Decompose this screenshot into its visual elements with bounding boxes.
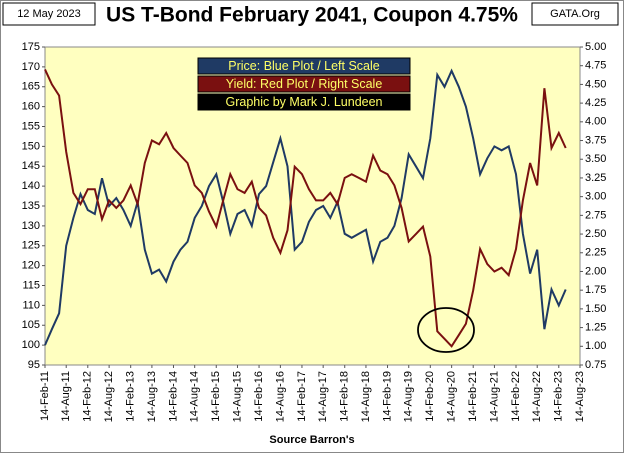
x-tick-label: 14-Feb-17	[296, 371, 308, 422]
date-box	[2, 2, 96, 26]
x-tick-label: 14-Feb-23	[553, 371, 565, 422]
y-tick-label: 140	[22, 180, 40, 192]
x-tick-label: 14-Aug-18	[360, 371, 372, 422]
y2-tick-label: 4.25	[585, 97, 606, 109]
y-tick-label: 150	[22, 140, 40, 152]
series-line	[44, 68, 567, 348]
y2-tick-label: 2.25	[585, 247, 606, 259]
y-tick-label: 155	[22, 120, 40, 132]
x-tick-label: 14-Aug-13	[146, 371, 158, 422]
x-tick-label: 14-Feb-18	[339, 371, 351, 422]
x-tick-label: 14-Feb-15	[210, 371, 222, 422]
y2-tick-label: 4.00	[585, 116, 606, 128]
x-tick-label: 14-Feb-19	[381, 371, 393, 422]
y2-tick-label: 3.50	[585, 153, 606, 165]
y2-tick-label: 1.75	[585, 284, 606, 296]
y2-tick-label: 1.25	[585, 321, 606, 333]
y2-tick-label: 1.00	[585, 340, 606, 352]
y-tick-label: 100	[22, 339, 40, 351]
y2-tick-label: 5.00	[585, 41, 606, 53]
x-tick-label: 14-Feb-14	[167, 371, 179, 422]
date-label: 12 May 2023	[17, 8, 81, 20]
y-tick-label: 95	[28, 359, 40, 371]
y-tick-label: 135	[22, 200, 40, 212]
y2-tick-label: 4.50	[585, 78, 606, 90]
chart-title: US T-Bond February 2041, Coupon 4.75%	[106, 4, 518, 27]
y-tick-label: 110	[22, 299, 40, 311]
x-tick-label: 14-Aug-11	[60, 371, 72, 422]
x-tick-label: 14-Aug-20	[446, 371, 458, 422]
x-tick-label: 14-Aug-22	[531, 371, 543, 422]
x-tick-label: 14-Feb-12	[82, 371, 94, 422]
legend-text: Yield: Red Plot / Right Scale	[226, 77, 383, 91]
y-tick-label: 160	[22, 101, 40, 113]
y-tick-label: 165	[22, 81, 40, 93]
x-tick-label: 14-Aug-17	[317, 371, 329, 422]
legend-box	[197, 57, 411, 75]
highlight-circle	[417, 307, 475, 353]
y-tick-label: 170	[22, 61, 40, 73]
x-tick-label: 14-Feb-16	[253, 371, 265, 422]
site-label: GATA.Org	[550, 8, 600, 20]
y2-tick-label: 2.00	[585, 265, 606, 277]
y-tick-label: 120	[22, 260, 40, 272]
x-tick-label: 14-Feb-20	[424, 371, 436, 422]
x-tick-label: 14-Feb-22	[510, 371, 522, 422]
x-tick-label: 14-Aug-21	[488, 371, 500, 422]
x-tick-label: 14-Aug-23	[574, 371, 586, 422]
x-tick-label: 14-Feb-21	[467, 371, 479, 422]
y-tick-label: 175	[22, 41, 40, 53]
y2-tick-label: 3.00	[585, 191, 606, 203]
legend-box	[197, 93, 411, 111]
x-tick-label: 14-Feb-13	[125, 371, 137, 422]
y2-tick-label: 3.75	[585, 134, 606, 146]
y2-tick-label: 2.50	[585, 228, 606, 240]
y2-tick-label: 1.50	[585, 303, 606, 315]
site-box	[531, 2, 619, 26]
y2-tick-label: 3.25	[585, 172, 606, 184]
x-tick-label: 14-Aug-12	[103, 371, 115, 422]
x-tick-label: 14-Aug-19	[403, 371, 415, 422]
series-line	[44, 68, 567, 346]
x-tick-label: 14-Aug-15	[231, 371, 243, 422]
y-tick-label: 115	[22, 279, 40, 291]
y-tick-label: 105	[22, 319, 40, 331]
x-tick-label: 14-Aug-16	[274, 371, 286, 422]
legend-text: Price: Blue Plot / Left Scale	[228, 59, 380, 73]
y-tick-label: 125	[22, 240, 40, 252]
legend-text: Graphic by Mark J. Lundeen	[225, 95, 382, 109]
x-tick-label: 14-Feb-11	[39, 371, 51, 421]
y-tick-label: 130	[22, 220, 40, 232]
y2-tick-label: 0.75	[585, 359, 606, 371]
y2-tick-label: 2.75	[585, 209, 606, 221]
legend-box	[197, 75, 411, 93]
y-tick-label: 145	[22, 160, 40, 172]
y2-tick-label: 4.75	[585, 60, 606, 72]
x-axis-label: Source Barron's	[269, 434, 354, 446]
x-tick-label: 14-Aug-14	[189, 371, 201, 422]
